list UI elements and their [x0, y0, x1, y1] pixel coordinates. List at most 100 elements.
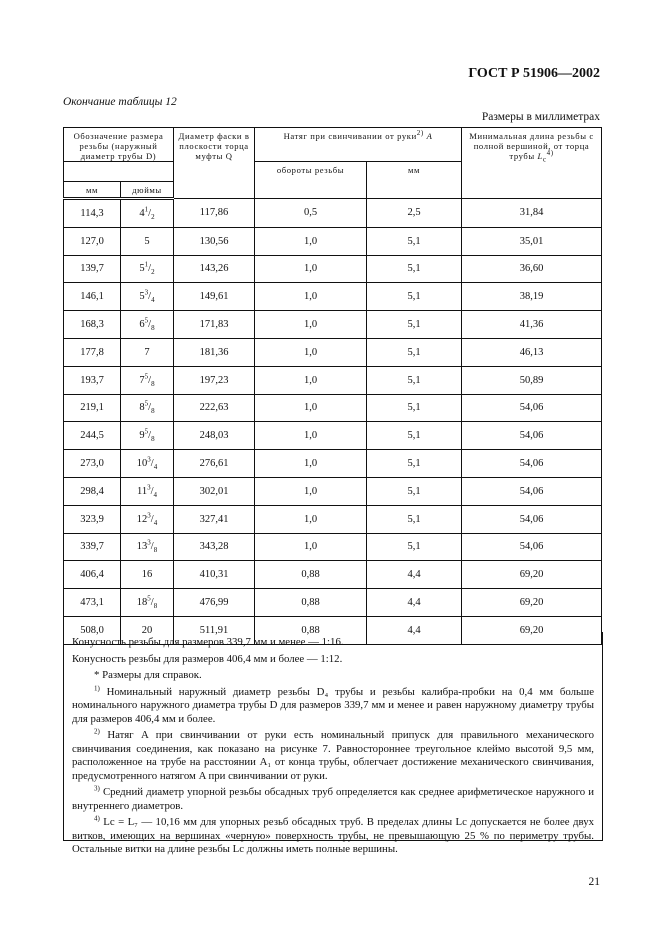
- footnote-2: 2) Натяг A при свинчивании от руки есть …: [72, 727, 595, 782]
- cell-turns: 0,88: [254, 588, 368, 617]
- cell-chamfer: 181,36: [173, 337, 256, 367]
- cell-makeup-mm: 5,1: [366, 254, 463, 284]
- table-row: 508,0 20 511,91 0,88 4,4 69,20: [63, 615, 603, 645]
- cell-inches: 20: [119, 615, 175, 645]
- cell-makeup-mm: 2,5: [366, 198, 463, 228]
- cell-chamfer: 248,03: [173, 421, 256, 451]
- cell-min-length: 54,06: [461, 421, 603, 451]
- footnote-4: 4) Lc = L₇ — 10,16 мм для упорных резьб …: [72, 814, 595, 855]
- cell-inches: 113/4: [119, 476, 175, 506]
- cell-mm: 168,3: [63, 310, 121, 339]
- cell-min-length: 46,13: [461, 337, 603, 367]
- cell-chamfer: 511,91: [173, 615, 256, 645]
- table-row: 473,1 185/8 476,99 0,88 4,4 69,20: [63, 588, 603, 617]
- cell-turns: 0,88: [254, 615, 368, 645]
- table-row: 127,0 5 130,56 1,0 5,1 35,01: [63, 226, 603, 256]
- cell-min-length: 54,06: [461, 476, 603, 506]
- cell-makeup-mm: 5,1: [366, 476, 463, 506]
- cell-inches: 7: [119, 337, 175, 367]
- cell-min-length: 36,60: [461, 254, 603, 284]
- page-number: 21: [588, 876, 601, 888]
- cell-mm: 244,5: [63, 421, 121, 451]
- cell-chamfer: 171,83: [173, 310, 256, 339]
- header-makeup: Натяг при свинчивании от руки2) A: [254, 127, 463, 162]
- cell-mm: 273,0: [63, 449, 121, 478]
- cell-chamfer: 343,28: [173, 532, 256, 562]
- table-row: 406,4 16 410,31 0,88 4,4 69,20: [63, 560, 603, 590]
- cell-min-length: 69,20: [461, 615, 603, 645]
- header-turns: обороты резьбы: [254, 161, 368, 199]
- table-row: 244,5 95/8 248,03 1,0 5,1 54,06: [63, 421, 603, 451]
- cell-mm: 473,1: [63, 588, 121, 617]
- header-designation: Обозначение размера резьбы (наружный диа…: [62, 127, 175, 162]
- cell-chamfer: 410,31: [173, 560, 256, 590]
- cell-turns: 1,0: [254, 532, 368, 562]
- cell-turns: 1,0: [254, 337, 368, 367]
- table-row: 323,9 123/4 327,41 1,0 5,1 54,06: [63, 504, 603, 534]
- cell-mm: 508,0: [63, 615, 121, 645]
- cell-chamfer: 130,56: [173, 226, 256, 256]
- cell-makeup-mm: 5,1: [366, 337, 463, 367]
- cell-makeup-mm: 4,4: [366, 615, 463, 645]
- cell-min-length: 38,19: [461, 282, 603, 312]
- table-row: 298,4 113/4 302,01 1,0 5,1 54,06: [63, 476, 603, 506]
- cell-chamfer: 149,61: [173, 282, 256, 312]
- cell-makeup-mm: 4,4: [366, 560, 463, 590]
- cell-turns: 1,0: [254, 476, 368, 506]
- cell-min-length: 54,06: [461, 449, 603, 478]
- cell-inches: 16: [119, 560, 175, 590]
- cell-inches: 133/8: [119, 532, 175, 562]
- cell-chamfer: 276,61: [173, 449, 256, 478]
- cell-min-length: 54,06: [461, 532, 603, 562]
- taper-note-1: Конусность резьбы для размеров 339,7 мм …: [72, 636, 344, 648]
- cell-turns: 1,0: [254, 504, 368, 534]
- document-id: ГОСТ Р 51906—2002: [468, 66, 600, 81]
- cell-inches: 75/8: [119, 365, 175, 395]
- cell-mm: 323,9: [63, 504, 121, 534]
- units-note: Размеры в миллиметрах: [481, 111, 600, 123]
- header-min-length: Минимальная длина резьбы с полной вершин…: [461, 127, 603, 199]
- table-row: 273,0 103/4 276,61 1,0 5,1 54,06: [63, 449, 603, 478]
- cell-chamfer: 327,41: [173, 504, 256, 534]
- cell-mm: 298,4: [63, 476, 121, 506]
- cell-mm: 339,7: [63, 532, 121, 562]
- cell-chamfer: 117,86: [173, 198, 256, 228]
- cell-inches: 53/4: [119, 282, 175, 312]
- footnote-3: 3) Средний диаметр упорной резьбы обсадн…: [72, 784, 594, 812]
- cell-mm: 219,1: [63, 393, 121, 423]
- cell-min-length: 69,20: [461, 588, 603, 617]
- cell-turns: 1,0: [254, 226, 368, 256]
- cell-inches: 51/2: [119, 254, 175, 284]
- taper-note-2: Конусность резьбы для размеров 406,4 мм …: [72, 652, 343, 665]
- table-row: 146,1 53/4 149,61 1,0 5,1 38,19: [63, 282, 603, 312]
- cell-inches: 41/2: [119, 198, 175, 228]
- table-row: 114,3 41/2 117,86 0,5 2,5 31,84: [63, 198, 603, 228]
- cell-min-length: 54,06: [461, 504, 603, 534]
- cell-makeup-mm: 5,1: [366, 365, 463, 395]
- cell-turns: 0,5: [254, 198, 368, 228]
- cell-min-length: 41,36: [461, 310, 603, 339]
- header-makeup-mm: мм: [366, 161, 463, 199]
- table-row: 339,7 133/8 343,28 1,0 5,1 54,06: [63, 532, 603, 562]
- cell-makeup-mm: 5,1: [366, 282, 463, 312]
- cell-makeup-mm: 5,1: [366, 421, 463, 451]
- cell-mm: 127,0: [63, 226, 121, 256]
- cell-mm: 177,8: [63, 337, 121, 367]
- cell-turns: 1,0: [254, 449, 368, 478]
- table-row: 193,7 75/8 197,23 1,0 5,1 50,89: [63, 365, 603, 395]
- cell-inches: 65/8: [119, 310, 175, 339]
- table-caption: Окончание таблицы 12: [63, 96, 177, 108]
- cell-chamfer: 302,01: [173, 476, 256, 506]
- cell-makeup-mm: 5,1: [366, 310, 463, 339]
- cell-chamfer: 197,23: [173, 365, 256, 395]
- star-note: * Размеры для справок.: [94, 669, 202, 681]
- table-row: 168,3 65/8 171,83 1,0 5,1 41,36: [63, 310, 603, 339]
- cell-mm: 139,7: [63, 254, 121, 284]
- cell-makeup-mm: 5,1: [366, 449, 463, 478]
- cell-makeup-mm: 5,1: [366, 532, 463, 562]
- cell-turns: 1,0: [254, 421, 368, 451]
- cell-turns: 1,0: [254, 282, 368, 312]
- cell-mm: 146,1: [63, 282, 121, 312]
- cell-turns: 1,0: [254, 365, 368, 395]
- cell-chamfer: 222,63: [173, 393, 256, 423]
